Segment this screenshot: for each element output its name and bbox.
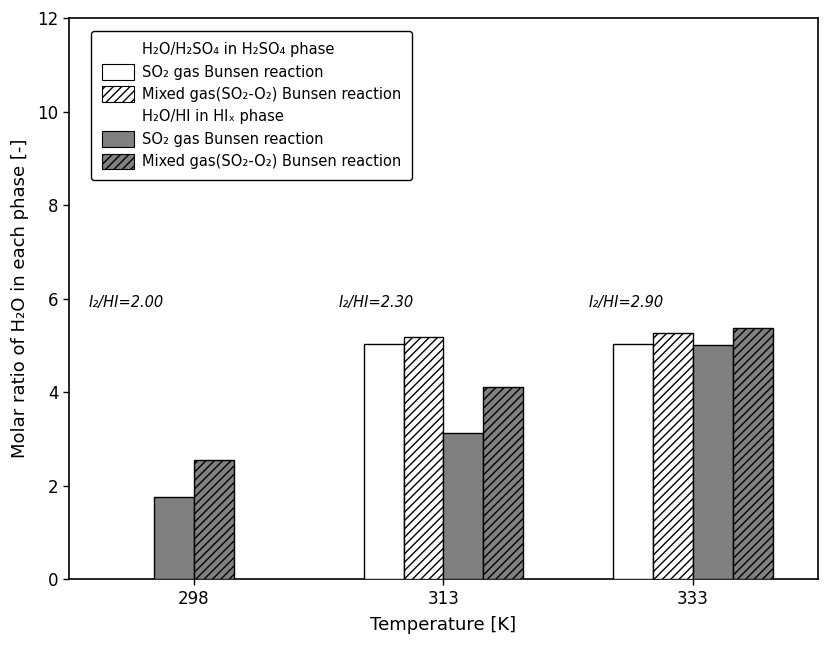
Bar [403,337,443,579]
Bar [652,333,692,579]
Bar [732,328,772,579]
Bar [363,344,403,579]
Legend: H₂O/H₂SO₄ in H₂SO₄ phase, SO₂ gas Bunsen reaction, Mixed gas(SO₂-O₂) Bunsen reac: H₂O/H₂SO₄ in H₂SO₄ phase, SO₂ gas Bunsen… [91,31,412,179]
Text: I₂/HI=2.90: I₂/HI=2.90 [588,295,662,310]
Bar [613,344,652,579]
Bar [692,345,732,579]
Bar [194,460,233,579]
Bar [154,497,194,579]
Bar [443,433,483,579]
Bar [483,386,522,579]
Text: I₂/HI=2.30: I₂/HI=2.30 [339,295,413,310]
Y-axis label: Molar ratio of H₂O in each phase [-]: Molar ratio of H₂O in each phase [-] [11,139,29,459]
Text: I₂/HI=2.00: I₂/HI=2.00 [89,295,164,310]
X-axis label: Temperature [K]: Temperature [K] [370,616,516,634]
